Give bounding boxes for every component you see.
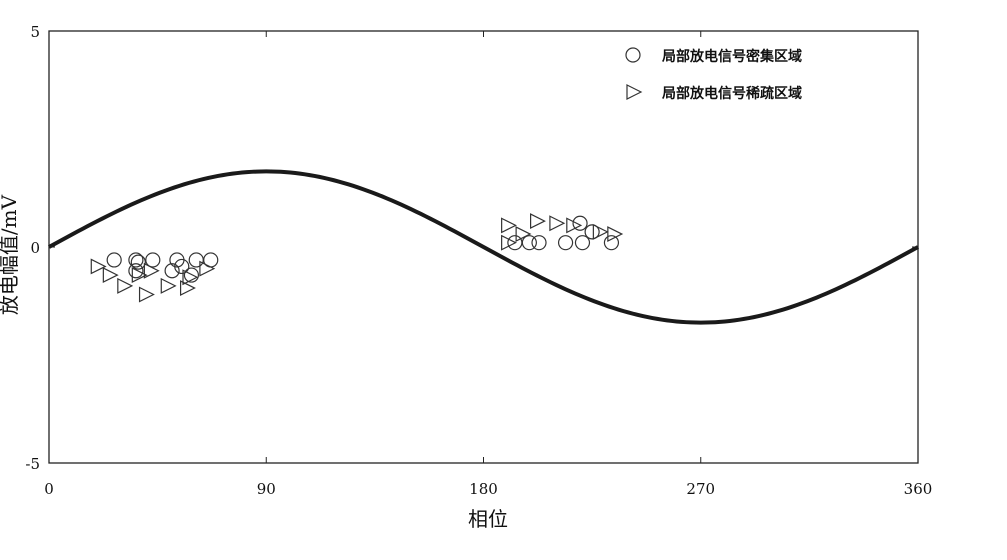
dense-point <box>531 235 547 251</box>
dense-point <box>128 263 144 279</box>
sparse-point <box>199 260 216 277</box>
x-tick-label: 180 <box>469 480 498 498</box>
legend-triangle-marker <box>626 84 643 100</box>
dense-point <box>183 267 200 283</box>
y-tick-label: 5 <box>30 23 40 41</box>
sparse-point <box>131 267 148 284</box>
dense-point <box>130 254 146 270</box>
x-tick-label: 270 <box>686 480 715 498</box>
legend: 局部放电信号密集区域 局部放电信号稀疏区域 <box>625 47 802 102</box>
sparse-point <box>501 217 517 234</box>
legend-label-dense: 局部放电信号密集区域 <box>662 48 802 65</box>
sparse-point <box>566 217 583 234</box>
dense-point <box>603 235 620 251</box>
sparse-point <box>530 213 546 230</box>
sine-reference-curve <box>48 169 919 325</box>
dense-point <box>145 252 161 268</box>
dense-point <box>521 235 537 251</box>
y-tick-label: -5 <box>25 455 40 473</box>
sparse-point <box>607 226 624 243</box>
sparse-point <box>143 262 160 279</box>
dense-point <box>584 224 600 240</box>
x-tick-label: 90 <box>257 480 276 498</box>
legend-circle-marker <box>625 47 641 63</box>
x-axis-title: 相位 <box>468 507 508 531</box>
dense-point <box>164 263 180 279</box>
legend-label-sparse: 局部放电信号稀疏区域 <box>662 85 802 102</box>
sparse-point <box>102 267 119 284</box>
dense-point <box>174 258 190 275</box>
dense-point <box>557 235 574 251</box>
x-tick-label: 360 <box>904 480 933 498</box>
sparse-point <box>179 280 196 297</box>
sparse-point <box>501 234 517 251</box>
y-axis-title: 放电幅值/mV <box>0 194 21 315</box>
sparse-point <box>160 277 177 294</box>
dense-point <box>574 235 591 251</box>
sparse-point <box>182 269 199 286</box>
sparse-point <box>138 286 155 303</box>
dense-point <box>572 215 588 231</box>
dense-point <box>128 252 144 268</box>
dense-point <box>106 252 122 268</box>
sparse-point <box>592 223 609 240</box>
sparse-point <box>549 215 566 232</box>
y-tick-label: 0 <box>30 239 40 257</box>
sparse-point <box>90 258 107 275</box>
sparse-point <box>117 277 134 294</box>
sparse-point <box>515 226 532 243</box>
x-tick-label: 0 <box>44 480 54 498</box>
